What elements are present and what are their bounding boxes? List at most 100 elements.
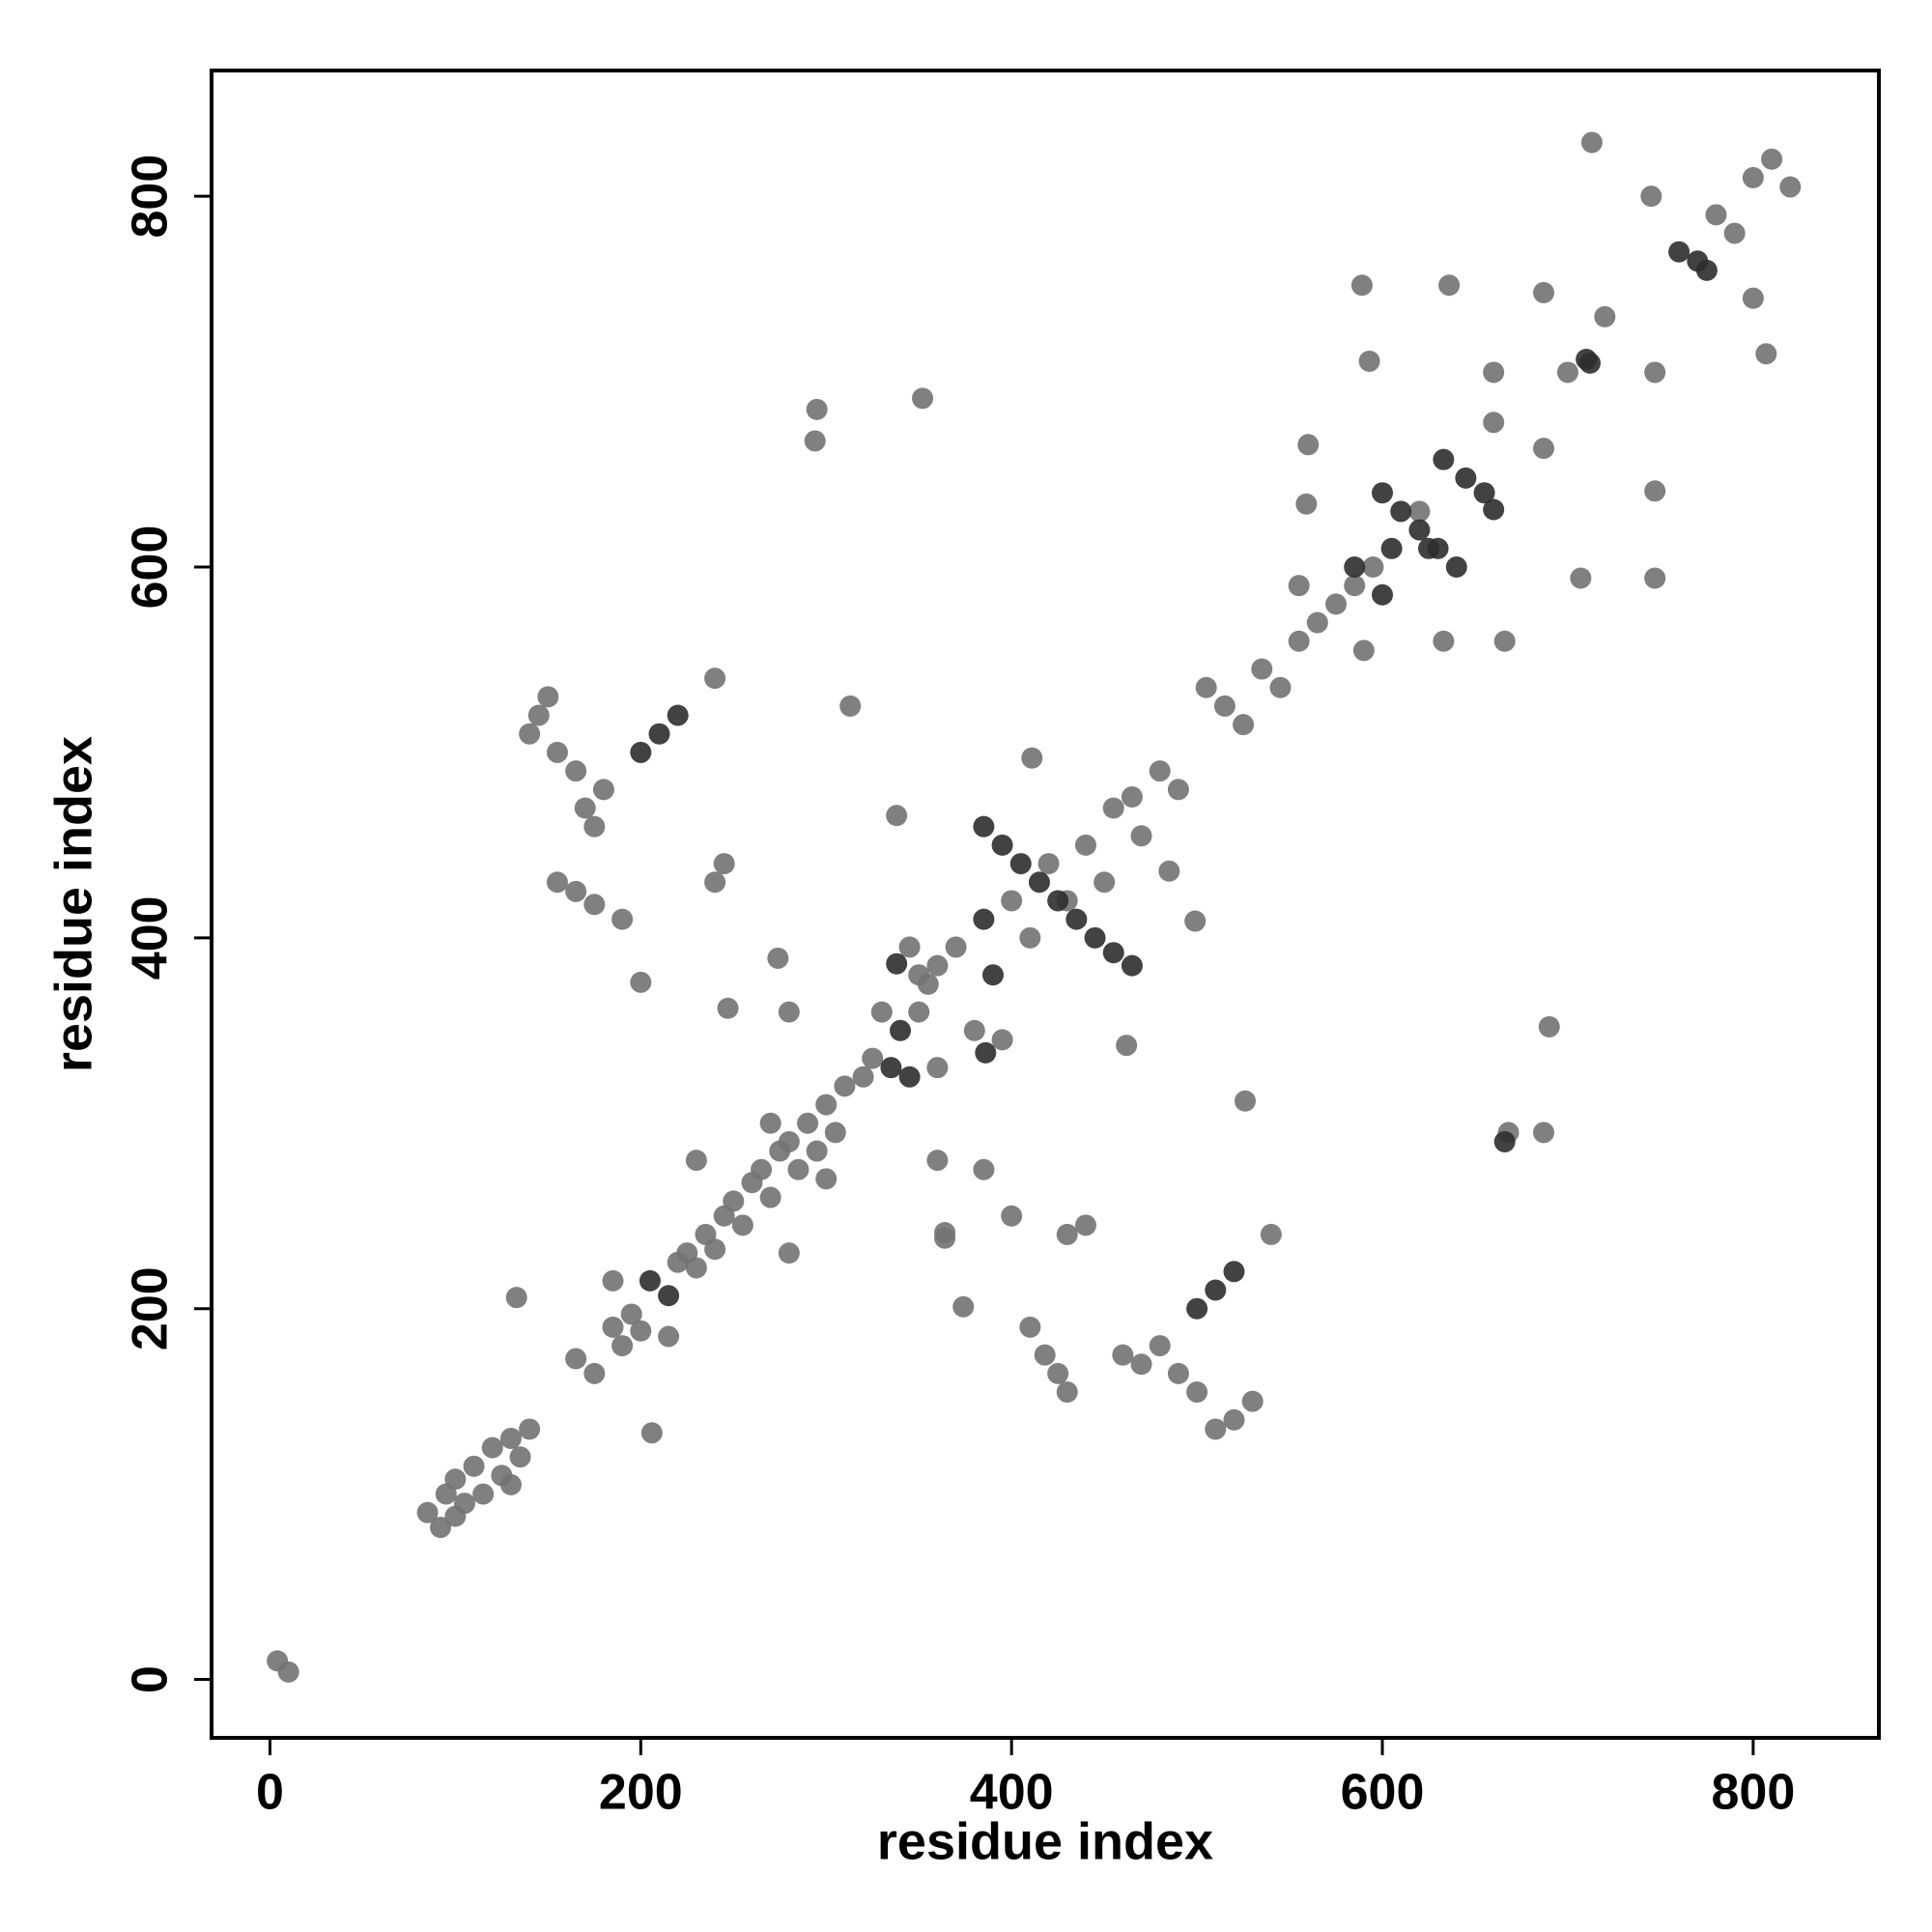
point [1306, 611, 1328, 634]
point [806, 398, 828, 420]
point [824, 1122, 846, 1144]
point [1233, 714, 1255, 736]
point [912, 387, 934, 410]
point [1223, 1261, 1245, 1283]
point [945, 936, 967, 958]
point [898, 936, 921, 958]
point [1130, 825, 1152, 847]
point [1493, 1130, 1516, 1152]
point [277, 1661, 299, 1683]
point [815, 1094, 838, 1116]
point [862, 1047, 884, 1069]
point [1362, 555, 1384, 578]
point [519, 1418, 541, 1440]
point [1556, 361, 1578, 384]
point [886, 805, 908, 827]
point [1723, 222, 1746, 244]
point [1251, 658, 1273, 680]
point [908, 964, 930, 986]
point [1065, 908, 1088, 930]
point [973, 1158, 995, 1180]
point [1288, 630, 1310, 652]
point [1112, 1344, 1134, 1366]
point [611, 1335, 634, 1357]
point [1594, 305, 1616, 327]
plot-frame [210, 69, 1881, 1740]
point [463, 1455, 485, 1477]
point [537, 686, 559, 708]
point [648, 723, 670, 745]
point [630, 741, 652, 763]
point [890, 1019, 912, 1041]
point [1037, 853, 1060, 875]
point [685, 1150, 707, 1172]
point [1074, 1214, 1096, 1236]
point [1390, 500, 1412, 523]
point [1352, 639, 1375, 662]
point [444, 1505, 467, 1527]
point [583, 894, 606, 916]
point [430, 1517, 452, 1539]
point [1742, 287, 1764, 309]
point [1483, 412, 1505, 434]
point [1532, 281, 1554, 303]
y-tick-label: 0 [123, 1665, 179, 1693]
point [751, 1158, 773, 1180]
point [1350, 274, 1373, 297]
point [1640, 185, 1662, 208]
point [1532, 1122, 1554, 1144]
point [713, 853, 735, 875]
point [731, 1214, 753, 1236]
point [574, 797, 596, 819]
point [1755, 343, 1777, 365]
point [1344, 575, 1366, 597]
point [926, 1150, 949, 1172]
point [1130, 1353, 1152, 1376]
point [1074, 834, 1096, 856]
point [767, 947, 789, 969]
point [1205, 1279, 1227, 1301]
point [630, 1320, 652, 1342]
point [1234, 1090, 1256, 1112]
point [630, 971, 652, 993]
point [583, 1362, 606, 1384]
point [1288, 575, 1310, 597]
point [583, 815, 606, 838]
point [1149, 1335, 1171, 1357]
y-axis-label: residue index [44, 736, 102, 1072]
point [1121, 954, 1143, 977]
point [1418, 537, 1440, 559]
point [1438, 274, 1461, 297]
point [1186, 1297, 1208, 1320]
point [1742, 166, 1764, 188]
point [952, 1295, 975, 1318]
point [416, 1501, 439, 1523]
point [1021, 747, 1043, 769]
point [926, 954, 949, 977]
point [926, 1057, 949, 1079]
point [1455, 467, 1477, 489]
point [1001, 890, 1023, 912]
point [1269, 676, 1292, 698]
point [1019, 926, 1041, 949]
point [1034, 1344, 1056, 1366]
point [1532, 438, 1554, 460]
x-tick-label: 600 [1341, 1765, 1425, 1821]
point [1297, 434, 1320, 456]
point [1483, 498, 1505, 521]
point [1761, 148, 1783, 170]
point [1295, 493, 1318, 515]
point [1576, 349, 1598, 371]
point [1372, 482, 1394, 504]
point [839, 695, 862, 717]
y-tick-label: 400 [123, 895, 179, 980]
point [1538, 1015, 1560, 1037]
point [509, 1446, 531, 1468]
point [1570, 567, 1592, 589]
point [973, 908, 995, 930]
point [1213, 695, 1236, 717]
point [1483, 361, 1505, 384]
point [620, 1303, 642, 1325]
point [704, 668, 726, 690]
